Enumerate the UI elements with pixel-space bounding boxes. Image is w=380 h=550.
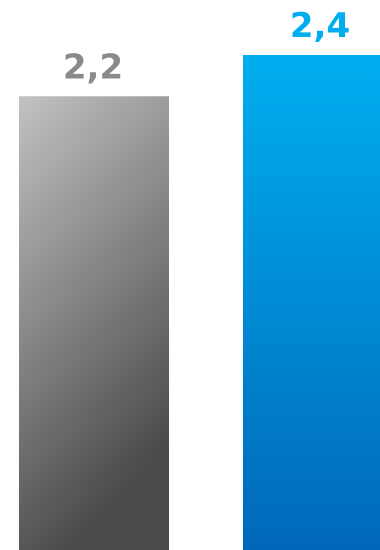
bar-1-value-label: 2,2 bbox=[63, 47, 123, 87]
bar-2-value-label: 2,4 bbox=[290, 6, 350, 46]
bar-2 bbox=[243, 55, 380, 550]
bar-1 bbox=[19, 96, 169, 550]
